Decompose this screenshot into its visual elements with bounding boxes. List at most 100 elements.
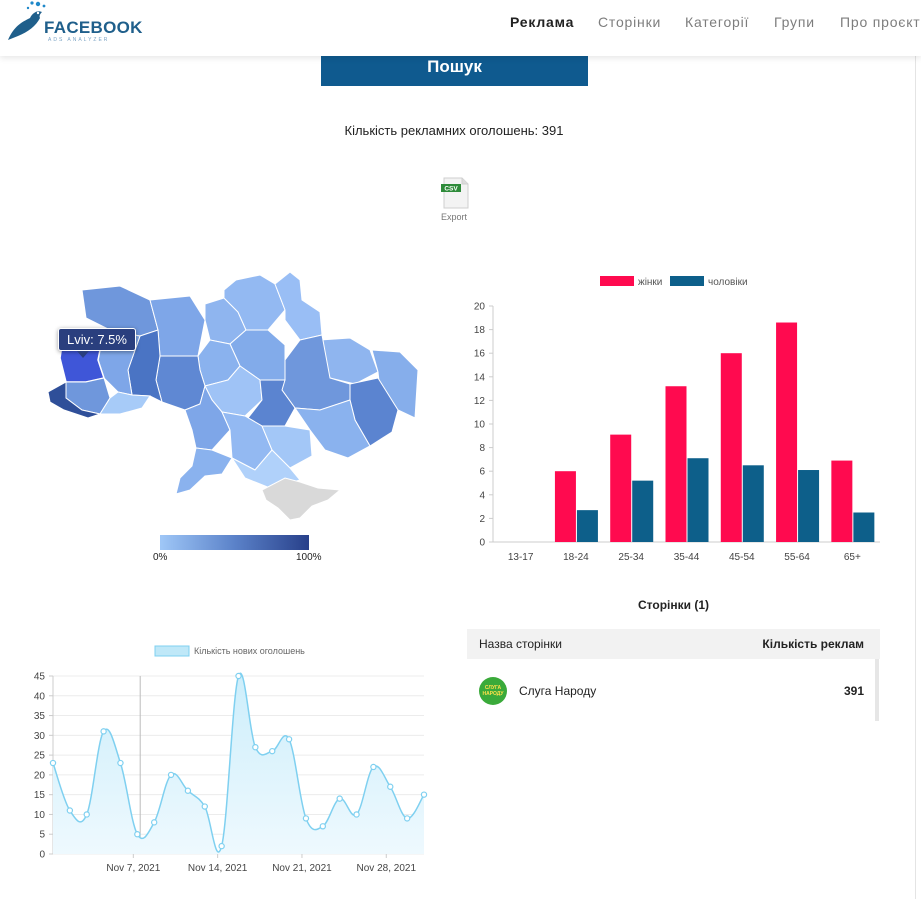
nav-item-about[interactable]: Про проєкт <box>840 14 921 30</box>
nav-item-groups[interactable]: Групи <box>774 14 815 30</box>
bar <box>742 465 764 542</box>
bar <box>632 480 654 542</box>
brand-subtitle: ADS ANALYZER <box>48 37 110 43</box>
y-tick-label: 20 <box>474 302 486 313</box>
scrollbar-track[interactable] <box>915 56 916 899</box>
x-tick-label: 18-24 <box>563 552 589 563</box>
scale-min-label: 0% <box>153 552 168 563</box>
column-header-page-name[interactable]: Назва сторінки <box>479 637 562 651</box>
ukraine-map <box>47 271 419 521</box>
legend-label: Кількість нових оголошень <box>194 646 305 656</box>
logo[interactable]: FACEBOOK ADS ANALYZER <box>0 0 142 50</box>
bar <box>776 322 798 542</box>
y-tick-label: 10 <box>34 810 46 821</box>
nav-item-categories[interactable]: Категорії <box>685 14 750 30</box>
csv-icon-text: CSV <box>444 186 458 193</box>
bar <box>554 471 576 542</box>
data-point <box>167 771 175 779</box>
x-tick-label: Nov 28, 2021 <box>357 863 417 874</box>
legend-swatch <box>600 276 634 286</box>
y-tick-label: 15 <box>34 790 46 801</box>
bar <box>720 353 742 542</box>
y-tick-label: 14 <box>474 372 486 383</box>
y-tick-label: 0 <box>39 850 45 861</box>
column-header-ad-count[interactable]: Кількість реклам <box>762 637 864 651</box>
area-fill <box>53 673 424 854</box>
bar <box>665 386 687 542</box>
new-ads-area-chart: Кількість нових оголошень 0 5 10 15 20 25 30 35 4… <box>34 645 428 874</box>
data-point <box>201 803 208 810</box>
data-point <box>49 759 57 767</box>
y-tick-label: 35 <box>34 711 46 722</box>
y-tick-label: 12 <box>474 396 486 407</box>
x-tick-label: Nov 14, 2021 <box>188 863 248 874</box>
map-region[interactable] <box>371 349 419 419</box>
y-tick-label: 0 <box>479 538 485 549</box>
y-tick-label: 45 <box>34 672 46 683</box>
brand-name: FACEBOOK <box>44 18 143 37</box>
data-point <box>285 736 293 743</box>
data-point <box>269 747 276 755</box>
y-tick-label: 8 <box>479 443 485 454</box>
x-tick-label: 45-54 <box>729 552 755 563</box>
y-tick-label: 6 <box>479 467 485 478</box>
data-point <box>370 763 377 771</box>
y-tick-label: 2 <box>479 514 485 525</box>
map-region[interactable] <box>274 271 323 341</box>
bird-icon <box>8 1 46 40</box>
bar <box>610 434 632 542</box>
legend-label: жінки <box>638 277 662 288</box>
map-region[interactable] <box>293 399 371 459</box>
nav-item-ads[interactable]: Реклама <box>510 14 575 30</box>
legend-swatch <box>670 276 704 286</box>
x-tick-label: 65+ <box>844 552 861 563</box>
data-point <box>420 791 428 798</box>
data-point <box>100 728 107 735</box>
bar <box>798 470 820 542</box>
x-tick-label: Nov 7, 2021 <box>106 863 160 874</box>
data-point <box>403 815 411 822</box>
y-tick-label: 10 <box>474 420 486 431</box>
bar <box>576 510 598 542</box>
y-tick-label: 25 <box>34 751 46 762</box>
data-point <box>150 819 158 826</box>
data-point <box>235 672 242 680</box>
legend-swatch <box>154 645 190 657</box>
table-row-page-name[interactable]: Слуга Народу <box>519 684 597 698</box>
bar <box>687 458 709 542</box>
table-header: Назва сторінки Кількість реклам <box>467 629 880 659</box>
map-color-scale <box>160 535 309 550</box>
y-tick-label: 4 <box>479 490 485 501</box>
scale-max-label: 100% <box>296 552 322 563</box>
ads-count-text: Кількість рекламних оголошень: 391 <box>344 123 564 138</box>
pages-table: Назва сторінки Кількість реклам СЛУГА НА… <box>467 629 880 721</box>
y-tick-label: 5 <box>39 830 45 841</box>
bar <box>831 460 853 542</box>
export-csv-button[interactable]: CSV <box>438 176 472 215</box>
x-tick-label: 35-44 <box>674 552 700 563</box>
data-point <box>117 759 124 767</box>
y-tick-label: 20 <box>34 770 46 781</box>
table-row-ad-count: 391 <box>843 684 864 698</box>
map-region[interactable] <box>155 355 206 411</box>
y-tick-label: 40 <box>34 691 46 702</box>
nav-item-pages[interactable]: Сторінки <box>598 14 662 30</box>
data-point <box>336 795 343 802</box>
data-point <box>302 815 310 822</box>
data-point <box>218 842 225 850</box>
map-region[interactable] <box>175 447 233 495</box>
map-region[interactable] <box>99 391 151 415</box>
table-scrollbar[interactable] <box>875 659 879 721</box>
y-tick-label: 30 <box>34 731 46 742</box>
y-tick-label: 16 <box>474 349 486 360</box>
map-region-crimea[interactable] <box>261 477 342 521</box>
data-point <box>252 743 259 751</box>
data-point <box>353 811 360 818</box>
map-region[interactable] <box>223 274 286 331</box>
data-point <box>184 787 192 794</box>
pages-section-title: Сторінки (1) <box>637 598 709 612</box>
x-tick-label: Nov 21, 2021 <box>272 863 332 874</box>
data-point <box>66 807 74 814</box>
data-point <box>319 823 327 830</box>
export-label[interactable]: Export <box>440 212 467 222</box>
